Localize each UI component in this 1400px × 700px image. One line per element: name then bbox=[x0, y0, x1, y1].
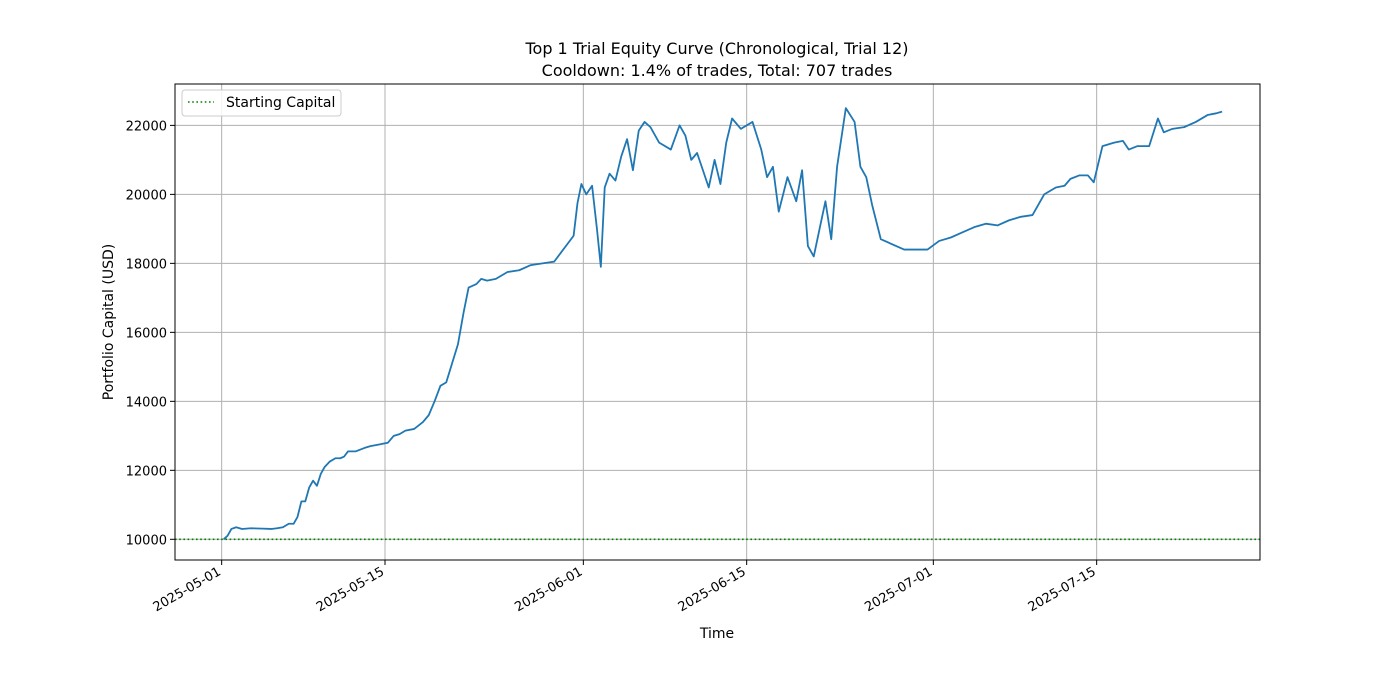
legend: Starting Capital bbox=[181, 89, 342, 117]
y-tick-label: 18000 bbox=[126, 257, 167, 272]
plot-frame bbox=[174, 83, 1261, 561]
y-axis-ticks: 10000 12000 14000 16000 18000 20000 22000 bbox=[126, 119, 175, 548]
equity-curve-line bbox=[223, 107, 1223, 540]
legend-box bbox=[181, 89, 342, 117]
chart-title: Top 1 Trial Equity Curve (Chronological,… bbox=[524, 39, 908, 58]
legend-label-starting-capital: Starting Capital bbox=[226, 95, 335, 111]
y-tick-label: 10000 bbox=[126, 533, 167, 548]
y-tick-label: 20000 bbox=[126, 188, 167, 203]
y-tick-label: 22000 bbox=[126, 119, 167, 134]
chart-subtitle: Cooldown: 1.4% of trades, Total: 707 tra… bbox=[542, 61, 893, 80]
y-tick-label: 14000 bbox=[126, 395, 167, 410]
y-tick-label: 16000 bbox=[126, 326, 167, 341]
y-tick-label: 12000 bbox=[126, 464, 167, 479]
y-axis-label: Portfolio Capital (USD) bbox=[101, 244, 117, 400]
x-axis-label: Time bbox=[699, 626, 734, 642]
equity-series bbox=[223, 107, 1223, 540]
